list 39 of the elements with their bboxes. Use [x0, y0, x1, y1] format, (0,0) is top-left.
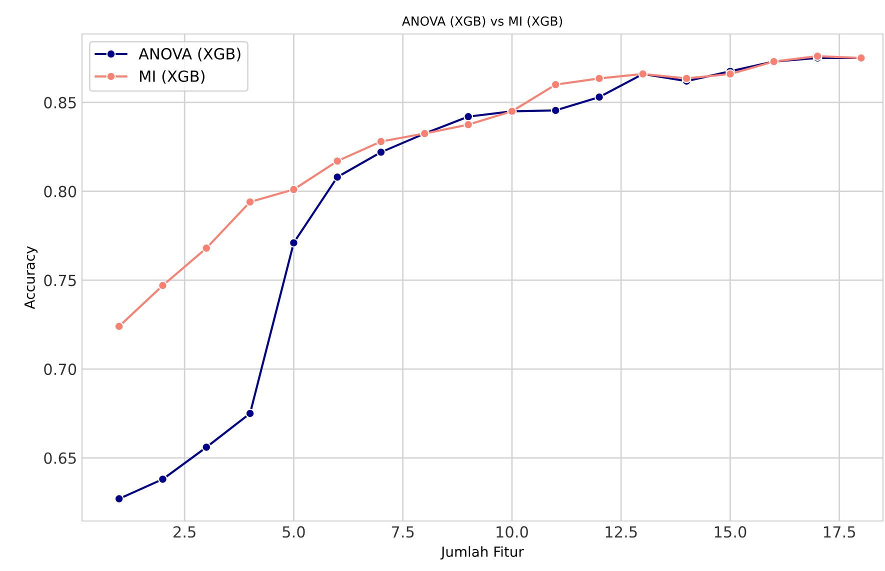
point	[550, 106, 560, 116]
point	[376, 147, 386, 157]
point	[464, 120, 474, 130]
legend-label: ANOVA (XGB)	[138, 48, 240, 62]
x-tick-label: 17.5	[824, 526, 856, 538]
x-tick-label: 5.0	[282, 526, 305, 538]
x-tick-label: 12.5	[606, 526, 637, 538]
point	[245, 408, 255, 418]
point	[202, 243, 212, 253]
point	[202, 442, 212, 452]
point	[594, 92, 604, 102]
point	[288, 184, 298, 194]
point	[726, 69, 735, 79]
x-tick-label: 10.0	[496, 526, 528, 538]
x-tick-label: 15.0	[714, 526, 746, 538]
point	[594, 74, 604, 84]
x-tick-label: 2.5	[174, 526, 196, 538]
point	[245, 197, 255, 207]
point	[158, 280, 168, 290]
y-tick-label: 0.70	[44, 364, 76, 376]
y-tick-label: 0.75	[44, 274, 76, 286]
chart-title: ANOVA (XGB) vs MI (XGB)	[402, 16, 562, 28]
y-tick-label: 0.65	[44, 452, 76, 464]
point	[682, 74, 692, 84]
point	[114, 494, 124, 504]
x-axis-title: Jumlah Fitur	[440, 546, 524, 560]
point	[332, 156, 342, 166]
y-tick-label: 0.85	[44, 96, 76, 108]
point	[332, 172, 342, 182]
point	[376, 136, 386, 146]
point	[288, 238, 298, 248]
point	[158, 474, 168, 484]
legend-label: MI (XGB)	[140, 70, 204, 84]
point	[550, 80, 560, 90]
x-tick-label: 7.5	[392, 526, 414, 538]
y-tick-label: 0.80	[44, 186, 76, 198]
y-axis-title: Accuracy	[24, 246, 38, 310]
point	[114, 322, 124, 332]
point	[464, 112, 474, 122]
